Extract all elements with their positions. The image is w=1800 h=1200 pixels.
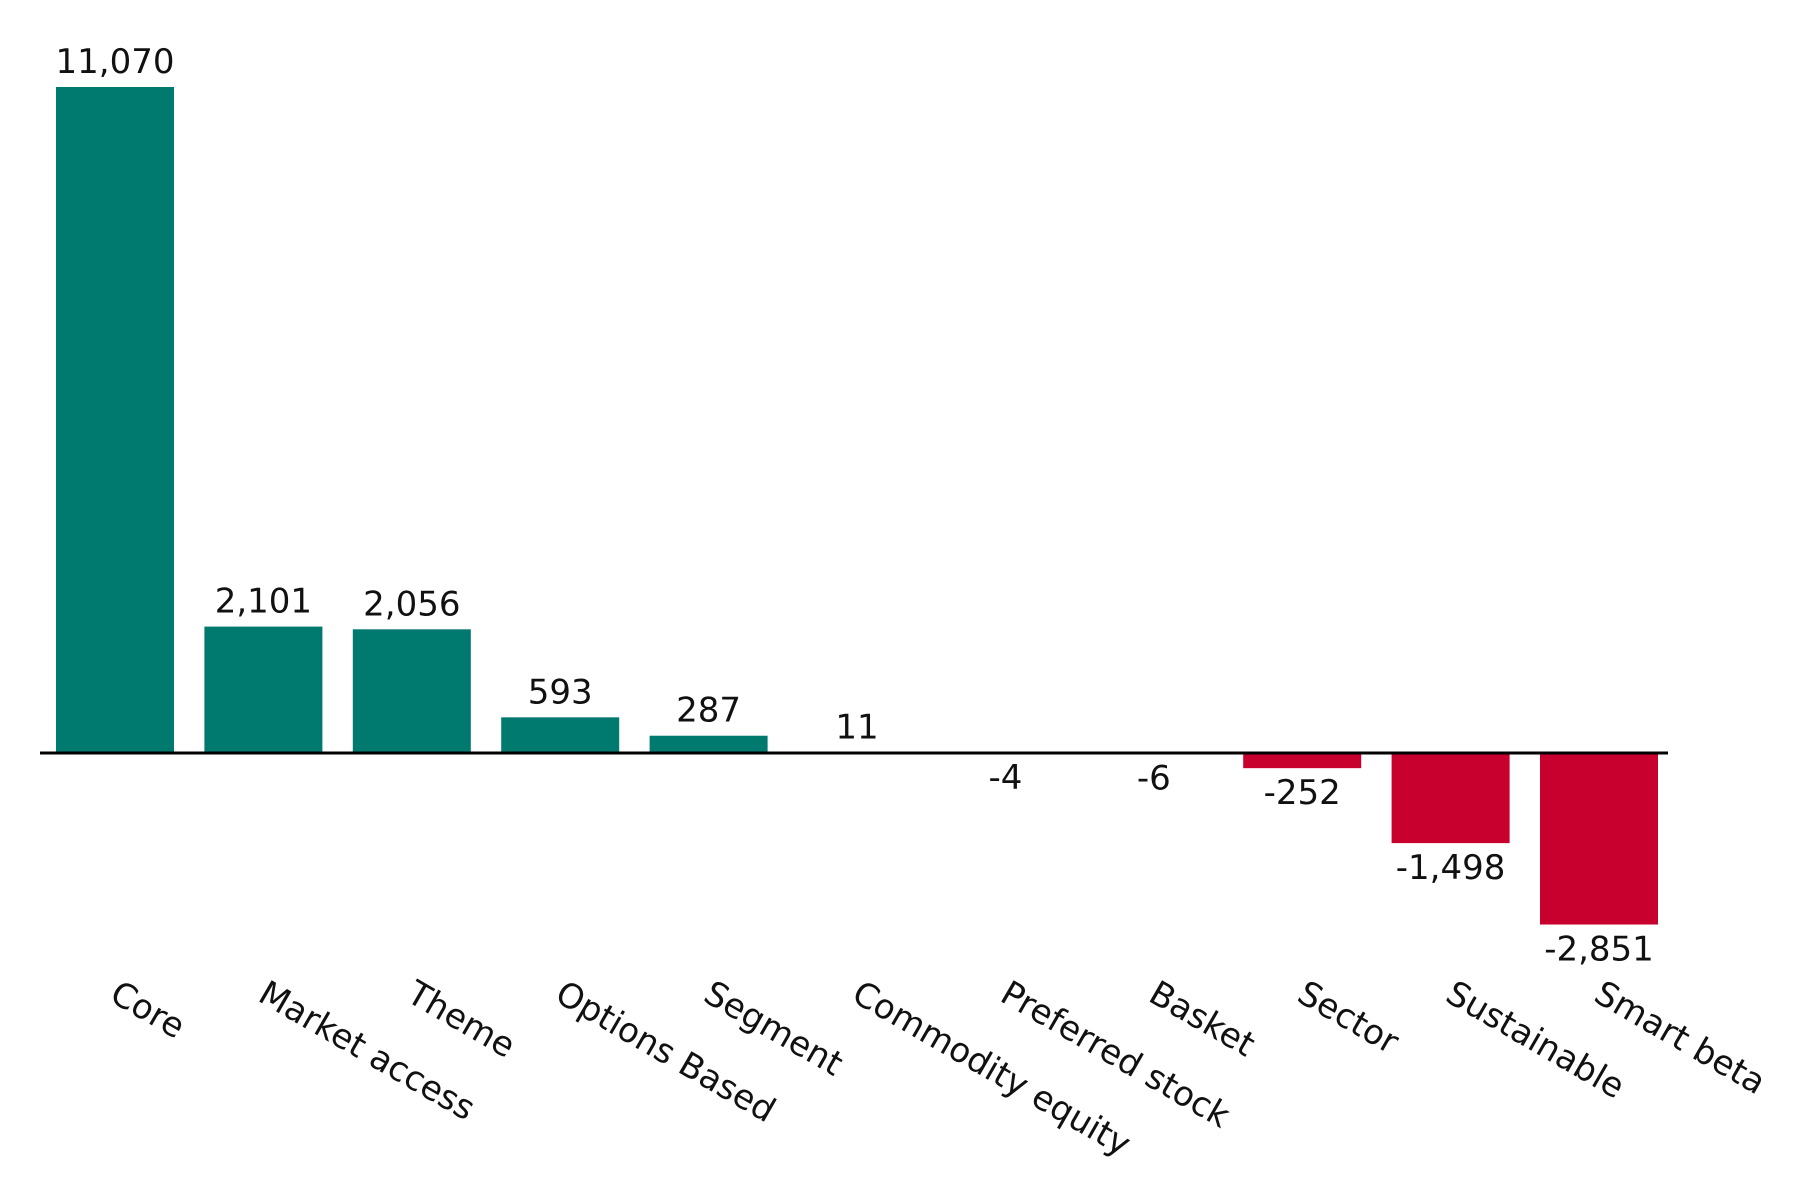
bar-market-access xyxy=(204,626,323,753)
value-label-basket: -6 xyxy=(1137,758,1171,798)
value-labels-layer: 11,070 2,101 2,056 593 287 11 -4 -6 -252 -1,498 -2… xyxy=(56,42,1654,970)
bar-core xyxy=(56,87,174,753)
bar-theme xyxy=(352,629,471,753)
value-label-sector: -252 xyxy=(1264,773,1341,813)
bar-sustainable xyxy=(1391,753,1510,844)
bar-options-based xyxy=(501,717,620,753)
value-label-options-based: 593 xyxy=(528,672,593,712)
bars-layer xyxy=(56,87,1658,925)
value-label-commodity-equity: 11 xyxy=(835,707,878,747)
category-label-commodity-equity: Commodity equity xyxy=(846,973,1138,1165)
category-label-theme: Theme xyxy=(399,973,521,1067)
category-label-core: Core xyxy=(104,973,192,1047)
value-label-preferred-stock: -4 xyxy=(988,758,1022,798)
value-label-market-access: 2,101 xyxy=(215,582,312,622)
bar-sector xyxy=(1243,753,1362,769)
value-label-smart-beta: -2,851 xyxy=(1544,930,1654,970)
value-label-sustainable: -1,498 xyxy=(1396,848,1506,888)
bar-smart-beta xyxy=(1540,753,1658,925)
bar-segment xyxy=(649,735,768,753)
category-label-basket: Basket xyxy=(1142,973,1261,1065)
category-label-sector: Sector xyxy=(1291,973,1406,1062)
value-label-core: 11,070 xyxy=(56,42,175,82)
value-label-theme: 2,056 xyxy=(363,584,460,624)
value-label-segment: 287 xyxy=(676,691,741,731)
